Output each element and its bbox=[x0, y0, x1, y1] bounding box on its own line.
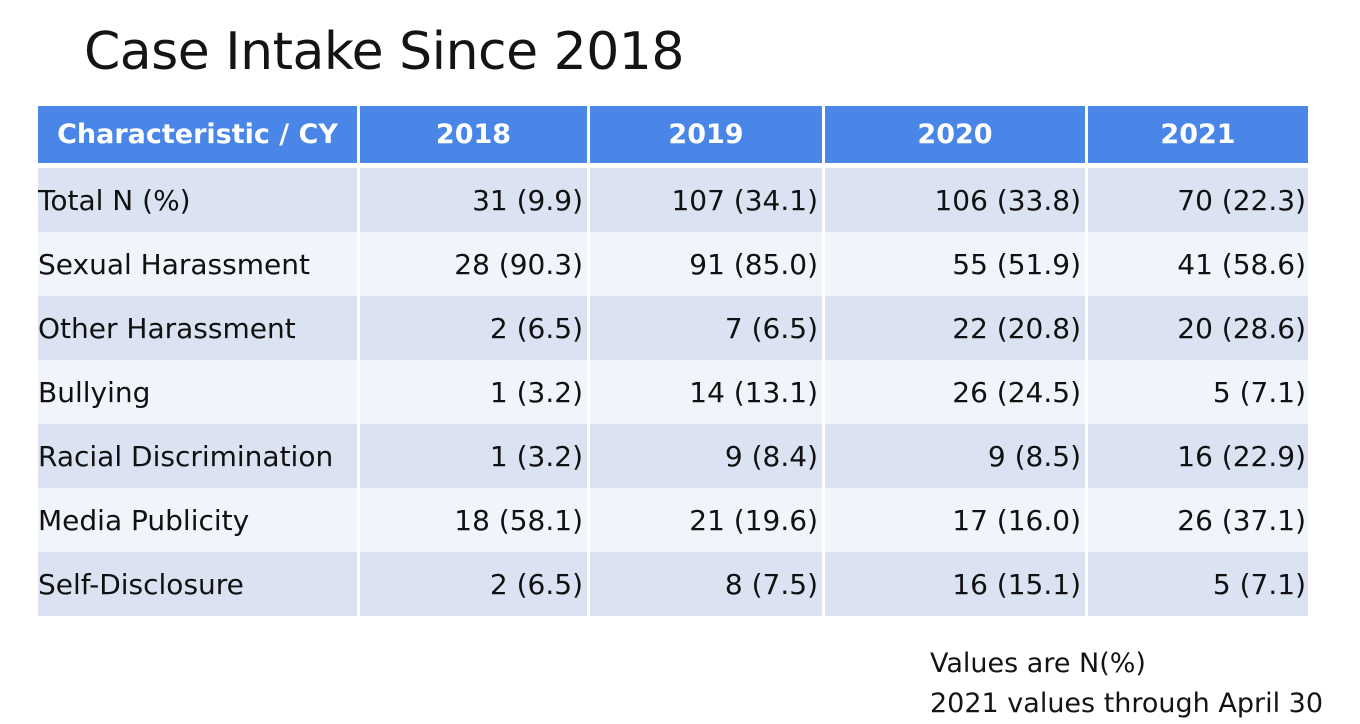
row-label: Total N (%) bbox=[38, 168, 360, 232]
cell-2021: 70 (22.3) bbox=[1088, 168, 1308, 232]
cell-2021: 16 (22.9) bbox=[1088, 424, 1308, 488]
cell-2018: 18 (58.1) bbox=[360, 488, 590, 552]
cell-2018: 1 (3.2) bbox=[360, 424, 590, 488]
cell-2020: 106 (33.8) bbox=[825, 168, 1088, 232]
cell-2021: 41 (58.6) bbox=[1088, 232, 1308, 296]
cell-2019: 7 (6.5) bbox=[590, 296, 825, 360]
cell-2018: 28 (90.3) bbox=[360, 232, 590, 296]
cell-2020: 16 (15.1) bbox=[825, 552, 1088, 616]
row-label: Sexual Harassment bbox=[38, 232, 360, 296]
table-row: Other Harassment 2 (6.5) 7 (6.5) 22 (20.… bbox=[38, 296, 1308, 360]
header-2019: 2019 bbox=[590, 106, 825, 168]
footnotes: Values are N(%) 2021 values through Apri… bbox=[930, 644, 1323, 724]
table-row: Self-Disclosure 2 (6.5) 8 (7.5) 16 (15.1… bbox=[38, 552, 1308, 616]
cell-2021: 5 (7.1) bbox=[1088, 552, 1308, 616]
cell-2019: 8 (7.5) bbox=[590, 552, 825, 616]
cell-2021: 5 (7.1) bbox=[1088, 360, 1308, 424]
row-label: Media Publicity bbox=[38, 488, 360, 552]
cell-2019: 21 (19.6) bbox=[590, 488, 825, 552]
cell-2021: 20 (28.6) bbox=[1088, 296, 1308, 360]
table-row: Racial Discrimination 1 (3.2) 9 (8.4) 9 … bbox=[38, 424, 1308, 488]
row-label: Bullying bbox=[38, 360, 360, 424]
header-2021: 2021 bbox=[1088, 106, 1308, 168]
cell-2019: 107 (34.1) bbox=[590, 168, 825, 232]
cell-2019: 91 (85.0) bbox=[590, 232, 825, 296]
row-label: Other Harassment bbox=[38, 296, 360, 360]
row-label: Racial Discrimination bbox=[38, 424, 360, 488]
header-row: Characteristic / CY 2018 2019 2020 2021 bbox=[38, 106, 1308, 168]
header-2018: 2018 bbox=[360, 106, 590, 168]
table-row: Sexual Harassment 28 (90.3) 91 (85.0) 55… bbox=[38, 232, 1308, 296]
table-row: Bullying 1 (3.2) 14 (13.1) 26 (24.5) 5 (… bbox=[38, 360, 1308, 424]
cell-2018: 2 (6.5) bbox=[360, 296, 590, 360]
cell-2020: 26 (24.5) bbox=[825, 360, 1088, 424]
cell-2020: 9 (8.5) bbox=[825, 424, 1088, 488]
cell-2019: 9 (8.4) bbox=[590, 424, 825, 488]
footnote-2021-cutoff: 2021 values through April 30 bbox=[930, 688, 1324, 719]
header-characteristic: Characteristic / CY bbox=[38, 106, 360, 168]
cell-2018: 2 (6.5) bbox=[360, 552, 590, 616]
cell-2018: 31 (9.9) bbox=[360, 168, 590, 232]
header-2020: 2020 bbox=[825, 106, 1088, 168]
cell-2021: 26 (37.1) bbox=[1088, 488, 1308, 552]
footnote-units: Values are N(%) bbox=[930, 648, 1146, 679]
cell-2019: 14 (13.1) bbox=[590, 360, 825, 424]
cell-2018: 1 (3.2) bbox=[360, 360, 590, 424]
cell-2020: 17 (16.0) bbox=[825, 488, 1088, 552]
cell-2020: 22 (20.8) bbox=[825, 296, 1088, 360]
row-label: Self-Disclosure bbox=[38, 552, 360, 616]
table-row: Media Publicity 18 (58.1) 21 (19.6) 17 (… bbox=[38, 488, 1308, 552]
slide-title: Case Intake Since 2018 bbox=[84, 22, 684, 82]
case-intake-table: Characteristic / CY 2018 2019 2020 2021 … bbox=[38, 106, 1308, 616]
table-row: Total N (%) 31 (9.9) 107 (34.1) 106 (33.… bbox=[38, 168, 1308, 232]
cell-2020: 55 (51.9) bbox=[825, 232, 1088, 296]
